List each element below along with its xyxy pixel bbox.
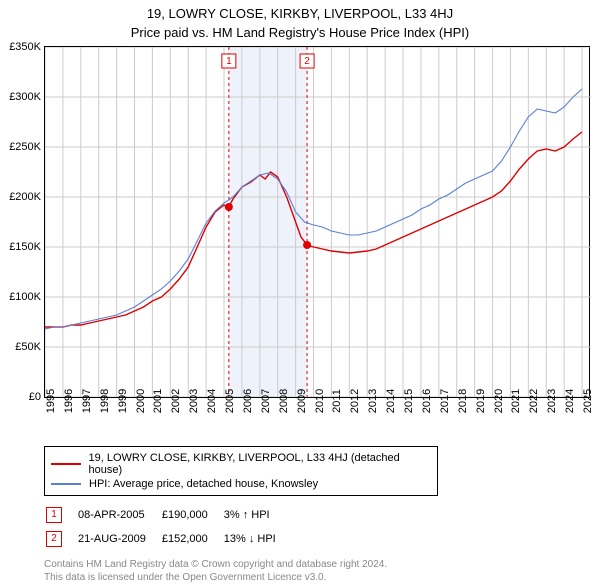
x-tick-label: 2014: [385, 389, 397, 413]
legend-label: HPI: Average price, detached house, Know…: [89, 478, 318, 490]
x-tick-label: 2018: [457, 389, 469, 413]
y-tick-label: £50K: [15, 341, 41, 353]
sale-date: 21-AUG-2009: [78, 528, 160, 550]
marker-badge: 2: [46, 531, 62, 547]
x-tick-label: 2006: [242, 389, 254, 413]
price-chart: 12£0£50K£100K£150K£200K£250K£300K£350K19…: [44, 46, 590, 398]
x-tick-label: 1997: [81, 389, 93, 413]
y-tick-label: £250K: [9, 141, 41, 153]
x-tick-label: 2013: [367, 389, 379, 413]
x-tick-label: 2024: [564, 389, 576, 413]
x-tick-label: 2008: [278, 389, 290, 413]
legend-item: 19, LOWRY CLOSE, KIRKBY, LIVERPOOL, L33 …: [51, 451, 431, 477]
legend: 19, LOWRY CLOSE, KIRKBY, LIVERPOOL, L33 …: [44, 446, 438, 496]
x-tick-label: 2001: [152, 389, 164, 413]
sale-price: £152,000: [162, 528, 222, 550]
x-tick-label: 2002: [170, 389, 182, 413]
sales-row: 2 21-AUG-2009£152,00013% ↓ HPI: [46, 528, 290, 550]
x-tick-label: 2012: [349, 389, 361, 413]
x-tick-label: 2017: [439, 389, 451, 413]
x-tick-label: 2022: [528, 389, 540, 413]
footer-attribution: Contains HM Land Registry data © Crown c…: [44, 558, 600, 584]
y-tick-label: £300K: [9, 91, 41, 103]
sale-delta: 3% ↑ HPI: [224, 504, 290, 526]
svg-text:2: 2: [304, 56, 310, 67]
x-tick-label: 2023: [546, 389, 558, 413]
sale-date: 08-APR-2005: [78, 504, 160, 526]
x-tick-label: 2011: [331, 389, 343, 413]
y-tick-label: £150K: [9, 241, 41, 253]
x-tick-label: 2025: [582, 389, 594, 413]
x-tick-label: 2007: [260, 389, 272, 413]
sales-table: 1 08-APR-2005£190,0003% ↑ HPI 2 21-AUG-2009…: [44, 502, 292, 552]
svg-text:1: 1: [226, 56, 232, 67]
y-tick-label: £100K: [9, 291, 41, 303]
footer-line: This data is licensed under the Open Gov…: [44, 571, 600, 584]
x-tick-label: 1998: [99, 389, 111, 413]
x-tick-label: 1996: [63, 389, 75, 413]
x-tick-label: 2016: [421, 389, 433, 413]
legend-item: HPI: Average price, detached house, Know…: [51, 477, 431, 491]
x-tick-label: 2005: [224, 389, 236, 413]
page-subtitle: Price paid vs. HM Land Registry's House …: [0, 21, 600, 46]
x-tick-label: 2019: [475, 389, 487, 413]
sales-row: 1 08-APR-2005£190,0003% ↑ HPI: [46, 504, 290, 526]
sale-delta: 13% ↓ HPI: [224, 528, 290, 550]
x-tick-label: 2003: [188, 389, 200, 413]
x-tick-label: 2009: [296, 389, 308, 413]
x-tick-label: 2004: [206, 389, 218, 413]
x-tick-label: 2000: [135, 389, 147, 413]
y-tick-label: £0: [29, 391, 41, 403]
page-title: 19, LOWRY CLOSE, KIRKBY, LIVERPOOL, L33 …: [0, 0, 600, 21]
x-tick-label: 1999: [117, 389, 129, 413]
marker-badge: 1: [46, 507, 62, 523]
x-tick-label: 1995: [45, 389, 57, 413]
legend-swatch: [51, 463, 81, 465]
sale-price: £190,000: [162, 504, 222, 526]
y-tick-label: £350K: [9, 41, 41, 53]
x-tick-label: 2015: [403, 389, 415, 413]
y-tick-label: £200K: [9, 191, 41, 203]
x-tick-label: 2021: [510, 389, 522, 413]
legend-label: 19, LOWRY CLOSE, KIRKBY, LIVERPOOL, L33 …: [89, 452, 431, 476]
legend-swatch: [51, 483, 81, 485]
x-tick-label: 2010: [314, 389, 326, 413]
x-tick-label: 2020: [493, 389, 505, 413]
chart-svg: 12: [45, 47, 591, 397]
